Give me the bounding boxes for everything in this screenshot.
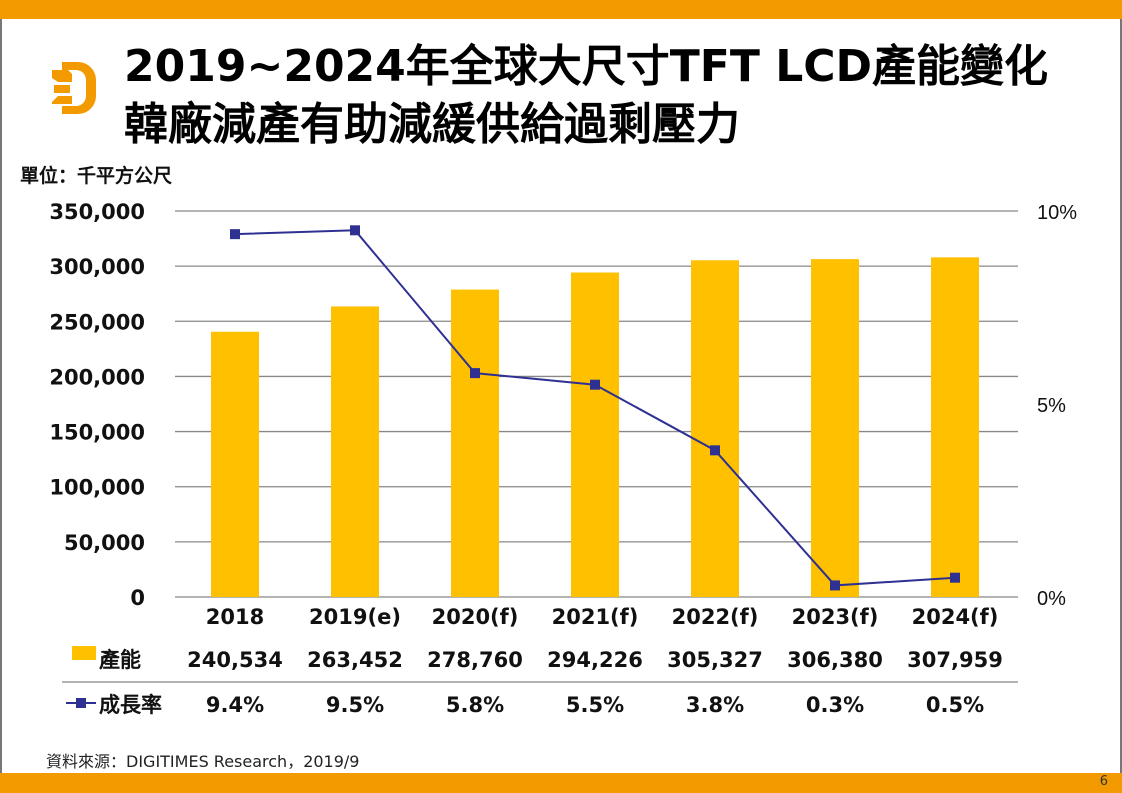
- data-table: 產能 240,534 263,452 278,760 294,226 305,327 306…: [62, 646, 1018, 717]
- y-left-tick-label: 50,000: [64, 531, 145, 555]
- legend-growth-marker: [76, 698, 86, 708]
- growth-value-cell: 0.5%: [926, 693, 984, 717]
- left-border: [0, 19, 2, 773]
- growth-rate-marker: [710, 445, 720, 456]
- legend-growth-label: 成長率: [99, 693, 162, 717]
- legend-capacity-swatch: [72, 646, 96, 660]
- axis-labels: 0 50,000 100,000 150,000 200,000 250,000 300,0…: [49, 200, 1077, 629]
- unit-label: 單位：千平方公尺: [20, 165, 173, 187]
- capacity-value-cell: 263,452: [307, 648, 403, 672]
- bottom-accent-bar: [0, 773, 1122, 793]
- page-title-line-2: 韓廠減產有助減緩供給過剩壓力: [124, 99, 740, 150]
- page-number: 6: [1099, 774, 1108, 789]
- growth-rate-marker: [470, 368, 480, 379]
- growth-rate-line: [230, 225, 960, 591]
- x-category-label: 2022(f): [672, 605, 759, 629]
- y-left-tick-label: 250,000: [49, 310, 145, 334]
- capacity-value-cell: 307,959: [907, 648, 1003, 672]
- growth-value-cell: 0.3%: [806, 693, 864, 717]
- growth-value-cell: 5.8%: [446, 693, 504, 717]
- capacity-bar: [691, 260, 739, 597]
- y-right-tick-label: 5%: [1037, 395, 1066, 417]
- x-category-label: 2020(f): [432, 605, 519, 629]
- x-category-label: 2018: [206, 605, 264, 629]
- right-border: [1120, 19, 1122, 773]
- growth-rate-marker: [830, 580, 840, 591]
- capacity-bar: [571, 272, 619, 597]
- capacity-bars: [211, 257, 979, 597]
- y-left-tick-label: 350,000: [49, 200, 145, 224]
- capacity-value-cell: 306,380: [787, 648, 883, 672]
- digitimes-logo-icon: [52, 62, 96, 114]
- growth-rate-marker: [350, 225, 360, 236]
- growth-rate-marker: [950, 572, 960, 583]
- growth-rate-marker: [590, 379, 600, 390]
- source-note: 資料來源：DIGITIMES Research，2019/9: [46, 752, 360, 771]
- capacity-value-cell: 305,327: [667, 648, 763, 672]
- growth-value-cell: 9.4%: [206, 693, 264, 717]
- capacity-bar: [331, 306, 379, 597]
- y-left-tick-label: 0: [130, 586, 145, 610]
- growth-value-cell: 5.5%: [566, 693, 624, 717]
- y-left-tick-label: 200,000: [49, 365, 145, 389]
- page-title-line-1: 2019~2024年全球大尺寸TFT LCD產能變化: [124, 41, 1049, 92]
- capacity-value-cell: 240,534: [187, 648, 283, 672]
- capacity-bar: [211, 331, 259, 597]
- y-left-tick-label: 100,000: [49, 476, 145, 500]
- y-right-tick-label: 10%: [1037, 202, 1077, 224]
- y-left-tick-label: 300,000: [49, 255, 145, 279]
- capacity-bar: [931, 257, 979, 597]
- capacity-value-cell: 278,760: [427, 648, 523, 672]
- x-category-label: 2023(f): [792, 605, 879, 629]
- y-left-tick-label: 150,000: [49, 421, 145, 445]
- top-accent-bar: [0, 0, 1122, 19]
- growth-value-cell: 3.8%: [686, 693, 744, 717]
- x-category-label: 2024(f): [912, 605, 999, 629]
- y-right-tick-label: 0%: [1037, 588, 1066, 610]
- growth-rate-marker: [230, 229, 240, 240]
- growth-value-cell: 9.5%: [326, 693, 384, 717]
- capacity-bar: [811, 259, 859, 597]
- x-category-label: 2019(e): [309, 605, 401, 629]
- capacity-value-cell: 294,226: [547, 648, 643, 672]
- x-category-label: 2021(f): [552, 605, 639, 629]
- legend-capacity-label: 產能: [99, 648, 141, 672]
- capacity-bar: [451, 289, 499, 597]
